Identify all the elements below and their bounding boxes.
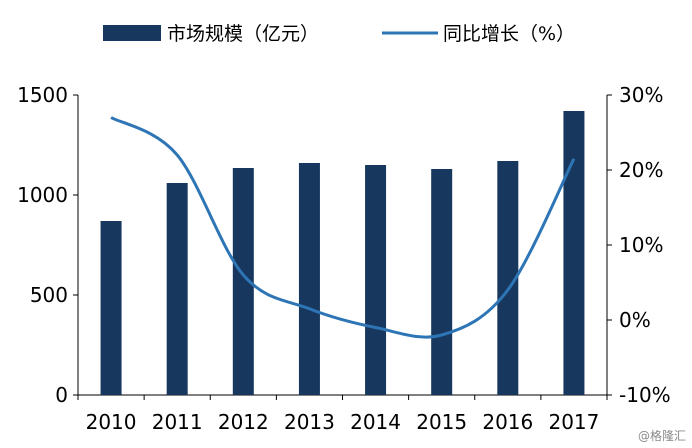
x-tick-label: 2016	[482, 410, 533, 434]
x-axis-ticks: 2010 2011 2012 2013 2014 2015 2016 2017	[77, 395, 608, 434]
right-tick-label: 10%	[619, 233, 663, 257]
left-tick-label: 1000	[17, 183, 68, 207]
right-tick-label: -10%	[619, 383, 671, 407]
right-tick-label: 30%	[619, 83, 663, 107]
axes	[77, 95, 608, 396]
left-tick-label: 1500	[17, 83, 68, 107]
left-tick-label: 0	[55, 383, 68, 407]
line-series	[110, 116, 576, 339]
x-tick-label: 2013	[284, 410, 335, 434]
right-axis-ticks: -10% 0% 10% 20% 30%	[607, 83, 671, 407]
bar	[232, 168, 254, 395]
bar	[563, 111, 585, 395]
legend-line-label: 同比增长（%）	[443, 23, 575, 45]
x-tick-label: 2010	[86, 410, 137, 434]
x-tick-label: 2014	[350, 410, 401, 434]
left-axis-ticks: 0 500 1000 1500	[17, 83, 78, 407]
bar	[166, 183, 188, 395]
bar	[100, 221, 122, 395]
right-tick-label: 0%	[619, 308, 651, 332]
bar	[497, 161, 519, 395]
legend-bar-swatch	[103, 25, 161, 41]
left-tick-label: 500	[30, 283, 68, 307]
x-tick-label: 2017	[548, 410, 599, 434]
bar	[365, 165, 387, 395]
bar	[298, 163, 320, 395]
x-tick-label: 2012	[218, 410, 269, 434]
x-tick-label: 2011	[152, 410, 203, 434]
watermark: @格隆汇	[638, 428, 686, 443]
legend-bar-label: 市场规模（亿元）	[167, 23, 319, 45]
growth-line	[110, 116, 576, 339]
right-tick-label: 20%	[619, 158, 663, 182]
legend: 市场规模（亿元） 同比增长（%）	[103, 23, 575, 45]
bar-series	[100, 111, 585, 395]
bar	[431, 169, 453, 395]
x-tick-label: 2015	[416, 410, 467, 434]
